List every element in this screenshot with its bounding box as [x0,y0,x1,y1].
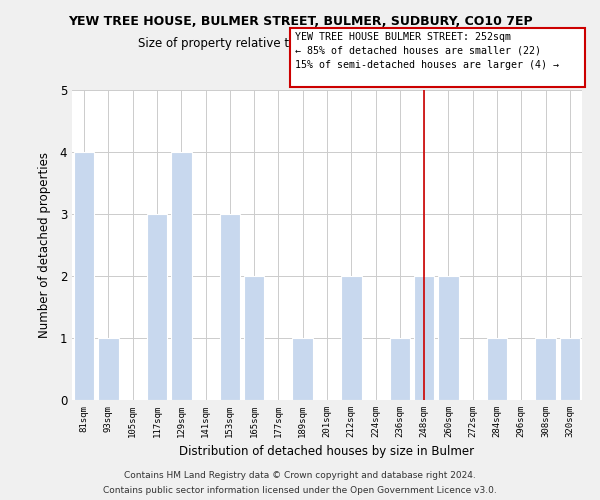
Text: Contains public sector information licensed under the Open Government Licence v3: Contains public sector information licen… [103,486,497,495]
Bar [292,338,313,400]
Bar [560,338,580,400]
X-axis label: Distribution of detached houses by size in Bulmer: Distribution of detached houses by size … [179,446,475,458]
Text: YEW TREE HOUSE BULMER STREET: 252sqm
← 85% of detached houses are smaller (22)
1: YEW TREE HOUSE BULMER STREET: 252sqm ← 8… [295,32,559,70]
Text: Size of property relative to detached houses in Bulmer: Size of property relative to detached ho… [138,38,462,51]
Bar [171,152,191,400]
Bar [438,276,459,400]
Text: Contains HM Land Registry data © Crown copyright and database right 2024.: Contains HM Land Registry data © Crown c… [124,471,476,480]
Y-axis label: Number of detached properties: Number of detached properties [38,152,52,338]
Bar [535,338,556,400]
Bar [244,276,265,400]
Bar [146,214,167,400]
Bar [389,338,410,400]
Bar [220,214,240,400]
Bar [341,276,362,400]
Bar [414,276,434,400]
Bar [74,152,94,400]
Text: YEW TREE HOUSE, BULMER STREET, BULMER, SUDBURY, CO10 7EP: YEW TREE HOUSE, BULMER STREET, BULMER, S… [68,15,532,28]
Bar [98,338,119,400]
Bar [487,338,508,400]
